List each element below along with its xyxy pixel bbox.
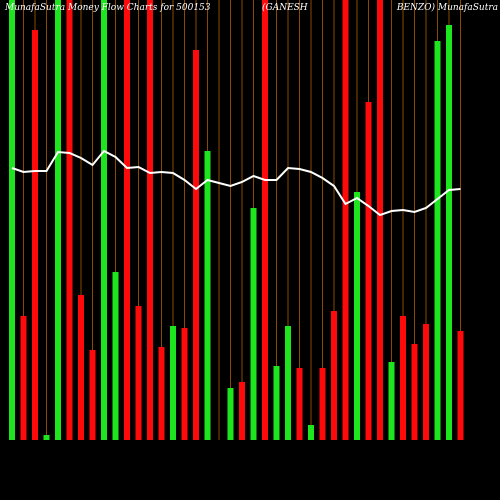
bar (181, 328, 188, 440)
bar (250, 208, 257, 440)
bar (20, 316, 27, 440)
bar (457, 331, 464, 440)
bar (78, 295, 84, 440)
bar (147, 0, 153, 440)
bar (411, 344, 418, 440)
bar (319, 368, 326, 440)
bar (296, 368, 303, 440)
bar (354, 192, 360, 440)
bar (55, 0, 61, 440)
bar (342, 0, 349, 440)
bar (9, 0, 15, 440)
bar (308, 425, 314, 440)
bar (135, 306, 142, 440)
bar (112, 272, 119, 440)
bar (43, 435, 50, 440)
bar (227, 388, 234, 440)
bar (434, 41, 441, 440)
bar (365, 102, 372, 440)
title-part: (GANESH (262, 2, 308, 13)
bar (388, 362, 395, 440)
bar (124, 0, 130, 440)
bar (204, 151, 211, 440)
bar (423, 324, 429, 440)
bar (101, 0, 107, 440)
bar (400, 316, 406, 440)
title-part: MunafaSutra Money Flow Charts for 500153 (4, 3, 211, 13)
bar (66, 0, 73, 440)
bar (377, 0, 383, 440)
bar (262, 0, 268, 440)
bar (239, 382, 245, 440)
bar (32, 30, 38, 440)
bar (273, 366, 280, 440)
bar (285, 326, 291, 440)
flow-line (11, 149, 461, 217)
bar (89, 350, 96, 440)
bar (446, 25, 452, 440)
bar (170, 326, 176, 440)
title-part: BENZO) MunafaSutra (396, 2, 498, 13)
bar (158, 347, 165, 440)
bar (193, 50, 199, 440)
bar (331, 311, 337, 440)
